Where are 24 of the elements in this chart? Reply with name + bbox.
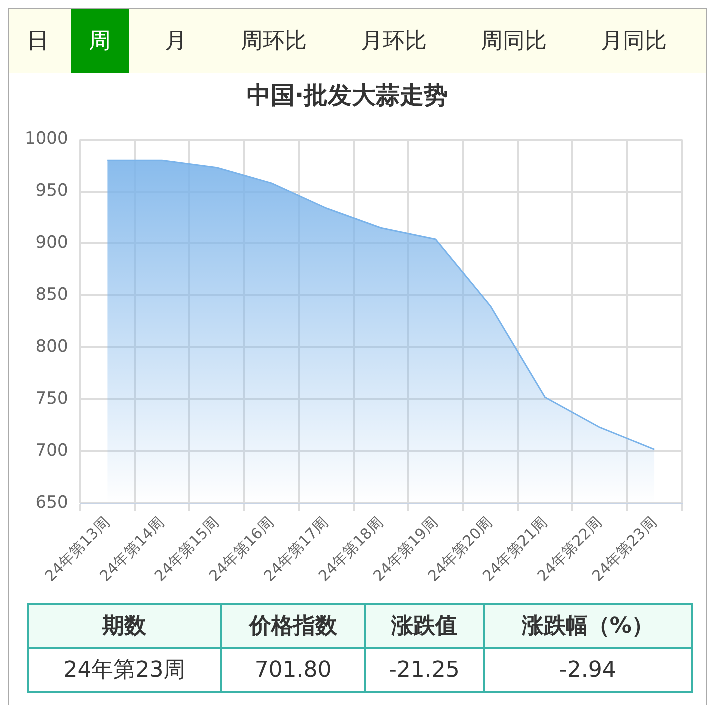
y-tick-label: 750 <box>36 388 68 409</box>
text: 周同比 <box>480 28 548 56</box>
text: 月环比 <box>360 28 428 56</box>
y-tick-label: 900 <box>36 233 68 254</box>
chart-title: 中国·批发大蒜走势 <box>246 82 448 110</box>
y-tick-label: 800 <box>36 337 68 358</box>
text: -2.94 <box>484 648 692 692</box>
text: 701.80 <box>221 648 366 692</box>
text: 期数 <box>28 604 222 648</box>
text: 涨跌值 <box>365 604 484 648</box>
text: 周环比 <box>240 28 308 56</box>
y-tick-label: 700 <box>36 440 68 461</box>
text: 周 <box>71 9 129 73</box>
text: 涨跌幅（%） <box>484 604 692 648</box>
text: 月同比 <box>600 28 668 56</box>
y-tick-label: 950 <box>36 181 68 202</box>
y-tick-label: 850 <box>36 285 68 306</box>
text: 价格指数 <box>221 604 366 648</box>
y-tick-label: 650 <box>36 492 68 513</box>
text: 月 <box>164 28 188 56</box>
text: -21.25 <box>365 648 484 692</box>
text: 日 <box>26 28 50 56</box>
y-tick-label: 1000 <box>25 129 68 150</box>
text: 24年第23周 <box>28 648 222 692</box>
